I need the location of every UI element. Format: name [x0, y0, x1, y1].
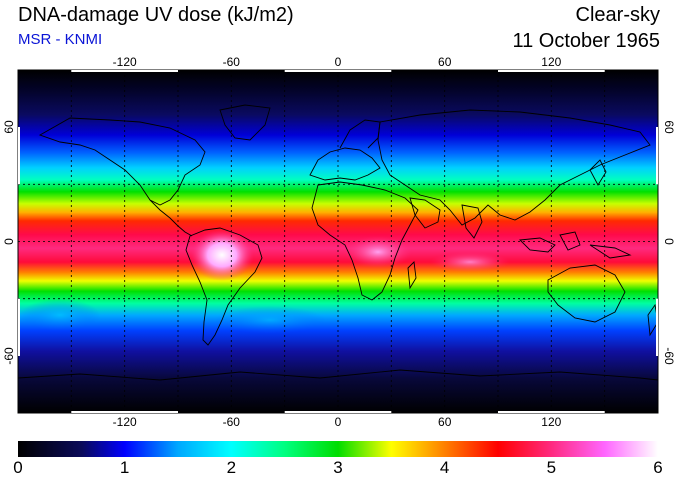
- map-title: DNA-damage UV dose (kJ/m2): [18, 4, 294, 26]
- colorbar-tick-label: 0: [13, 458, 23, 477]
- uv-dose-map: -120 -60 0 60 120 -120 -60 0 60 120 60 0…: [2, 55, 676, 429]
- colorbar-tick-label: 2: [226, 458, 237, 477]
- lon-label-top: 0: [335, 55, 342, 69]
- frame-ticks: [18, 70, 658, 413]
- lat-label-right: 0: [662, 238, 676, 245]
- colorbar: [18, 441, 658, 457]
- lon-label-top: -120: [113, 55, 137, 69]
- lon-label-bottom: -60: [223, 415, 241, 429]
- lat-label-right: -60: [662, 347, 676, 365]
- lat-label-left: -60: [2, 347, 16, 365]
- lon-label-bottom: 60: [438, 415, 452, 429]
- south-america-hotspot: [190, 229, 254, 281]
- colorbar-tick-label: 4: [439, 458, 450, 477]
- colorbar-tick-label: 3: [333, 458, 343, 477]
- gridlines: [18, 70, 658, 413]
- southern-cool-patch-2: [215, 306, 325, 334]
- southern-cool-patch: [20, 299, 100, 331]
- indian-ocean-warm: [430, 252, 510, 272]
- date-label: 11 October 1965: [512, 30, 660, 52]
- data-source-label: MSR - KNMI: [18, 31, 103, 48]
- colorbar-tick-label: 5: [546, 458, 557, 477]
- lon-label-bottom: -120: [113, 415, 137, 429]
- sky-condition-label: Clear-sky: [575, 4, 660, 26]
- lat-label-left: 0: [2, 238, 16, 245]
- lon-label-bottom: 120: [541, 415, 561, 429]
- colorbar-tick-label: 1: [119, 458, 130, 477]
- coastlines: [18, 104, 658, 381]
- lon-label-top: 60: [438, 55, 452, 69]
- africa-hotspot: [344, 236, 412, 268]
- lat-label-right: 60: [662, 120, 676, 134]
- lat-label-left: 60: [2, 120, 16, 134]
- lon-label-top: 120: [541, 55, 561, 69]
- lon-label-bottom: 0: [335, 415, 342, 429]
- lon-label-top: -60: [223, 55, 241, 69]
- colorbar-tick-label: 6: [653, 458, 663, 477]
